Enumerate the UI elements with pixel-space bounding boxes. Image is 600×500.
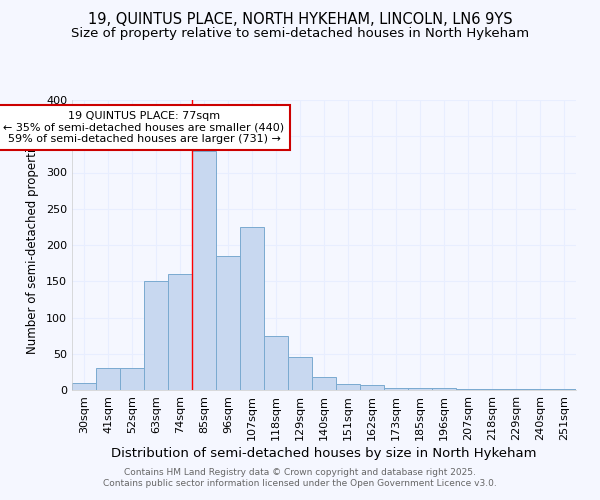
Bar (192, 151, 216, 390)
Bar (96, 368, 120, 390)
Bar (288, 358, 312, 390)
Text: Contains HM Land Registry data © Crown copyright and database right 2025.
Contai: Contains HM Land Registry data © Crown c… (103, 468, 497, 487)
Bar (120, 368, 144, 390)
Y-axis label: Number of semi-detached properties: Number of semi-detached properties (26, 136, 39, 354)
Text: Size of property relative to semi-detached houses in North Hykeham: Size of property relative to semi-detach… (71, 28, 529, 40)
Bar (240, 227, 264, 390)
X-axis label: Distribution of semi-detached houses by size in North Hykeham: Distribution of semi-detached houses by … (111, 447, 537, 460)
Text: 19 QUINTUS PLACE: 77sqm
← 35% of semi-detached houses are smaller (440)
59% of s: 19 QUINTUS PLACE: 77sqm ← 35% of semi-de… (4, 111, 284, 144)
Bar (312, 377, 336, 390)
Bar (168, 274, 192, 390)
Bar (144, 281, 168, 390)
Bar (264, 336, 288, 390)
Bar (384, 388, 408, 390)
Bar (432, 388, 456, 390)
Text: 19, QUINTUS PLACE, NORTH HYKEHAM, LINCOLN, LN6 9YS: 19, QUINTUS PLACE, NORTH HYKEHAM, LINCOL… (88, 12, 512, 28)
Bar (72, 383, 96, 390)
Bar (336, 384, 360, 390)
Bar (360, 385, 384, 390)
Bar (408, 388, 432, 390)
Bar (552, 388, 576, 390)
Bar (216, 256, 240, 390)
